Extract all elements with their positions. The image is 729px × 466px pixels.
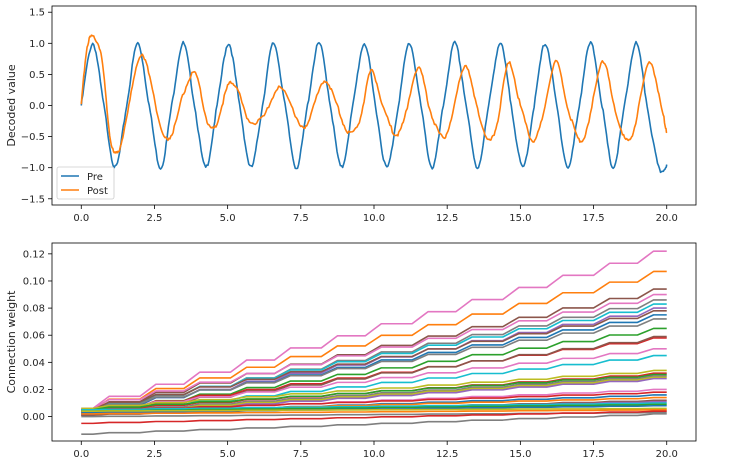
bottom-y-tick-label: 0.04 — [23, 358, 45, 369]
weight-line — [81, 413, 667, 436]
series-line-pre — [80, 40, 668, 174]
decoded-value-chart: 0.0 2.5 5.0 7.5 10.0 12.5 15.0 17.5 20.0 −1.5 −1.0… — [5, 5, 697, 224]
top-y-tick-label: 0.5 — [29, 70, 45, 81]
top-x-tick-label: 5.0 — [220, 213, 236, 224]
top-y-tick-label: 0.0 — [29, 101, 45, 112]
weight-line — [81, 250, 667, 410]
bottom-y-axis-label: Connection weight — [5, 290, 18, 394]
bottom-x-tick-label: 5.0 — [220, 449, 236, 460]
top-x-tick-label: 17.5 — [582, 213, 604, 224]
top-legend: Pre Post — [56, 166, 115, 200]
top-y-tick-label: 1.5 — [29, 8, 45, 19]
top-x-tick-label: 0.0 — [73, 213, 89, 224]
bottom-x-tick-label: 15.0 — [509, 449, 531, 460]
weight-line — [81, 410, 667, 425]
legend-post-label: Post — [87, 186, 108, 197]
weight-line — [81, 318, 667, 412]
bottom-y-tick-label: 0.12 — [23, 249, 45, 260]
top-plot-lines — [80, 34, 668, 174]
top-x-tick-label: 15.0 — [509, 213, 531, 224]
top-x-tick-label: 12.5 — [436, 213, 458, 224]
top-x-tick-label: 10.0 — [363, 213, 385, 224]
bottom-x-tick-label: 7.5 — [293, 449, 309, 460]
bottom-x-tick-label: 0.0 — [73, 449, 89, 460]
weight-line — [81, 409, 667, 415]
top-y-tick-label: −0.5 — [21, 132, 45, 143]
top-x-tick-label: 7.5 — [293, 213, 309, 224]
bottom-plot-lines — [81, 250, 667, 436]
weight-line — [81, 369, 667, 410]
top-y-tick-label: −1.5 — [21, 194, 45, 205]
weight-line — [81, 402, 667, 411]
bottom-x-tick-label: 17.5 — [582, 449, 604, 460]
bottom-y-tick-label: 0.00 — [23, 412, 45, 423]
series-line-post — [80, 34, 668, 154]
top-y-tick-label: 1.0 — [29, 39, 45, 50]
bottom-y-tick-label: 0.08 — [23, 304, 45, 315]
bottom-x-tick-label: 12.5 — [436, 449, 458, 460]
legend-pre-label: Pre — [87, 172, 103, 183]
top-x-tick-label: 20.0 — [656, 213, 678, 224]
bottom-axis-ticks: 0.0 2.5 5.0 7.5 10.0 12.5 15.0 17.5 20.0 0.00 0.02… — [23, 249, 678, 460]
top-y-axis-label: Decoded value — [5, 64, 18, 147]
bottom-y-tick-label: 0.02 — [23, 385, 45, 396]
bottom-y-tick-label: 0.06 — [23, 331, 45, 342]
top-axis-ticks: 0.0 2.5 5.0 7.5 10.0 12.5 15.0 17.5 20.0 −1.5 −1.0… — [21, 8, 678, 224]
legend-box — [56, 166, 115, 200]
weight-line — [81, 407, 667, 412]
weight-line — [81, 373, 667, 411]
weight-line — [81, 375, 667, 414]
weight-line — [81, 293, 667, 410]
weight-line — [81, 310, 667, 411]
weight-line — [81, 288, 667, 412]
bottom-x-tick-label: 2.5 — [147, 449, 163, 460]
bottom-y-tick-label: 0.10 — [23, 276, 45, 287]
weight-line — [81, 270, 667, 411]
connection-weight-chart: 0.0 2.5 5.0 7.5 10.0 12.5 15.0 17.5 20.0 0.00 0.02… — [5, 242, 697, 460]
weight-line — [81, 347, 667, 412]
bottom-x-tick-label: 10.0 — [363, 449, 385, 460]
top-y-tick-label: −1.0 — [21, 163, 45, 174]
top-x-tick-label: 2.5 — [147, 213, 163, 224]
bottom-x-tick-label: 20.0 — [656, 449, 678, 460]
